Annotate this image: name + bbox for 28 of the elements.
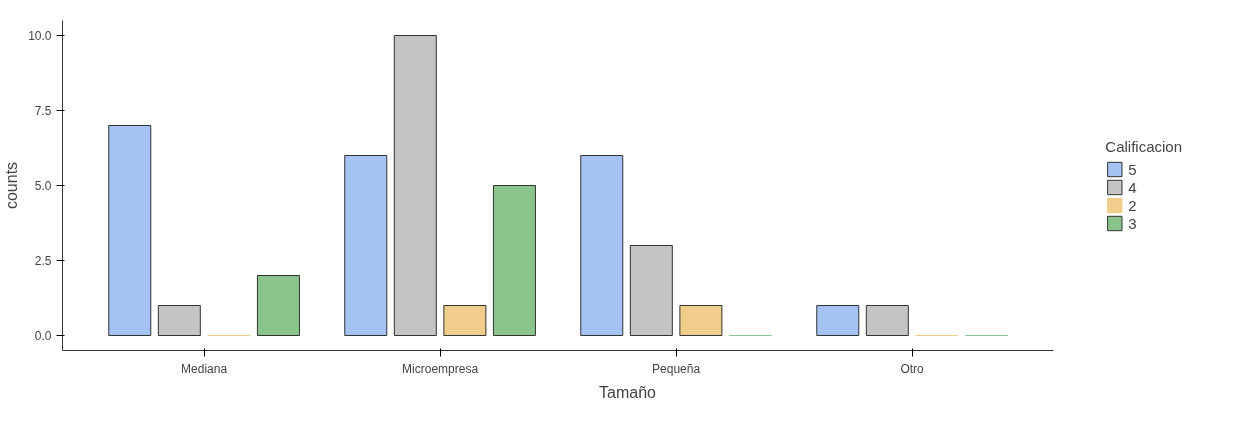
y-tick-label: 0.0 <box>34 329 52 343</box>
bar <box>492 185 536 336</box>
y-tick-label: 5.0 <box>34 179 52 193</box>
legend-label: 2 <box>1128 196 1138 214</box>
bar <box>679 305 723 336</box>
legend-title: Calificacion <box>1105 138 1182 155</box>
bar <box>629 245 673 336</box>
bar <box>393 35 437 336</box>
bar <box>443 305 487 336</box>
y-tick-label: 10.0 <box>28 29 52 43</box>
y-axis-title: counts <box>3 161 21 210</box>
bar <box>157 305 201 336</box>
x-tick-label: Otro <box>900 361 925 376</box>
legend-label: 3 <box>1128 214 1138 232</box>
legend-label: 4 <box>1128 178 1138 196</box>
bar <box>344 155 388 336</box>
bar <box>580 155 624 336</box>
bar <box>816 305 860 336</box>
bar <box>256 275 300 336</box>
bar <box>865 305 909 336</box>
y-tick-label: 7.5 <box>34 104 52 118</box>
y-tick-label: 2.5 <box>34 254 52 268</box>
x-axis-title: Tamaño <box>599 383 657 401</box>
legend-label: 5 <box>1128 160 1138 178</box>
x-tick-label: Pequeña <box>652 361 701 376</box>
x-tick-label: Mediana <box>181 361 228 376</box>
bar <box>108 125 152 336</box>
x-tick-label: Microempresa <box>402 361 479 376</box>
